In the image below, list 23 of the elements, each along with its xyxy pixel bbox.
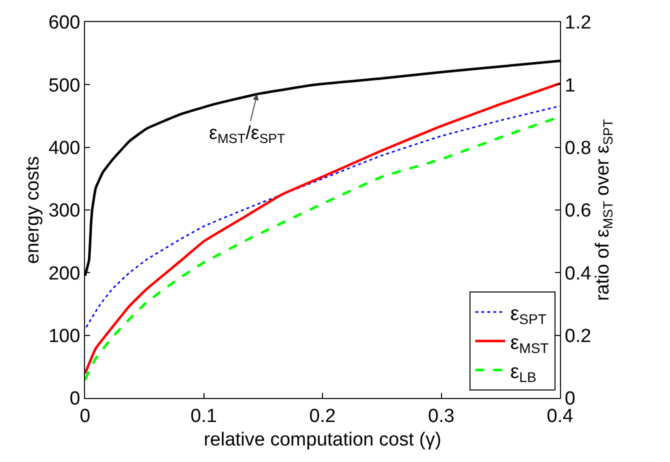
annotation: ε$_{MST}$/ε$_{SPT}$ [209, 123, 286, 146]
y2-tick-label: 1.2 [564, 12, 592, 34]
y2-tick-label: 0.8 [564, 138, 592, 159]
x-tick-label: 0.3 [428, 406, 454, 427]
y-tick-label: 300 [48, 200, 80, 222]
y-tick-label: 600 [48, 12, 80, 34]
x-tick-label: 0.1 [190, 406, 217, 427]
x-axis-title: relative computation cost (γ) [204, 430, 442, 451]
y-tick-label: 0 [70, 388, 80, 410]
y-tick-label: 400 [48, 138, 80, 159]
y2-tick-label: 1 [564, 75, 576, 96]
y2-tick-label: 0.4 [564, 263, 592, 284]
y-tick-label: 200 [48, 263, 80, 284]
y2-tick-label: 0.6 [564, 200, 592, 222]
y-axis-title: energy costs [22, 156, 44, 264]
legend-label: ε$_{SPT}$ [510, 302, 547, 327]
y2-tick-label: 0.2 [564, 326, 592, 347]
y-tick-label: 500 [48, 75, 80, 96]
x-tick-label: 0.2 [309, 406, 336, 427]
y-tick-label: 100 [48, 326, 80, 347]
line-series [85, 105, 560, 328]
legend-label: ε$_{MST}$ [510, 332, 550, 356]
legend-label: ε$_{LB}$ [510, 360, 536, 385]
